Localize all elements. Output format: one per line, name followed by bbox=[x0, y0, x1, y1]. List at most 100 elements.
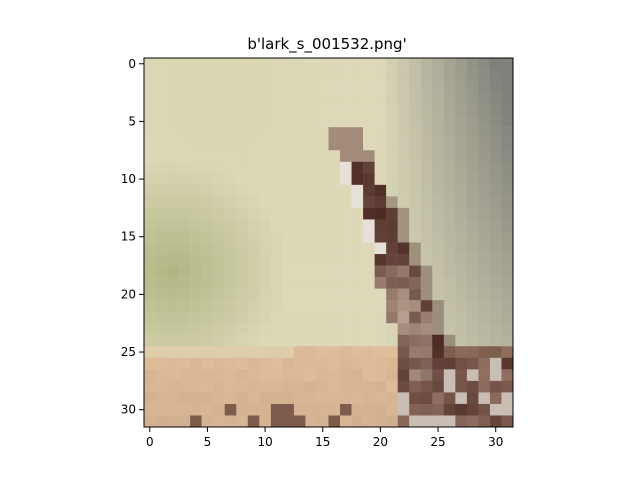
image-pixel bbox=[236, 207, 249, 220]
image-pixel bbox=[363, 288, 375, 301]
image-pixel bbox=[409, 196, 421, 209]
image-pixel bbox=[213, 346, 225, 359]
image-pixel bbox=[351, 58, 364, 70]
image-pixel bbox=[144, 58, 156, 70]
image-pixel bbox=[374, 242, 387, 255]
image-pixel bbox=[282, 207, 295, 220]
image-pixel bbox=[374, 92, 387, 105]
image-pixel bbox=[340, 196, 352, 209]
image-pixel bbox=[501, 380, 513, 393]
image-pixel bbox=[259, 196, 272, 209]
image-pixel bbox=[478, 230, 491, 243]
image-pixel bbox=[282, 173, 295, 186]
image-pixel bbox=[305, 380, 318, 393]
image-pixel bbox=[224, 219, 237, 232]
image-pixel bbox=[455, 265, 468, 278]
image-pixel bbox=[201, 104, 214, 116]
image-pixel bbox=[282, 150, 295, 163]
image-pixel bbox=[340, 369, 352, 382]
image-pixel bbox=[305, 323, 318, 335]
image-pixel bbox=[374, 196, 387, 209]
image-pixel bbox=[190, 219, 202, 232]
image-pixel bbox=[305, 92, 318, 105]
image-pixel bbox=[144, 403, 156, 416]
image-pixel bbox=[363, 219, 375, 232]
image-pixel bbox=[224, 138, 237, 151]
image-pixel bbox=[340, 58, 352, 70]
image-pixel bbox=[466, 104, 479, 116]
image-pixel bbox=[270, 254, 283, 266]
image-pixel bbox=[190, 115, 202, 128]
image-pixel bbox=[293, 81, 306, 93]
image-pixel bbox=[213, 403, 225, 416]
image-pixel bbox=[489, 150, 502, 163]
image-pixel bbox=[282, 334, 295, 347]
image-pixel bbox=[397, 219, 410, 232]
image-pixel bbox=[259, 207, 272, 220]
image-pixel bbox=[190, 127, 202, 139]
image-pixel bbox=[305, 288, 318, 301]
image-pixel bbox=[190, 323, 202, 335]
image-pixel bbox=[328, 104, 341, 116]
image-pixel bbox=[155, 127, 168, 139]
image-pixel bbox=[374, 265, 387, 278]
image-pixel bbox=[420, 334, 433, 347]
image-pixel bbox=[363, 69, 375, 82]
image-pixel bbox=[293, 288, 306, 301]
image-pixel bbox=[270, 161, 283, 174]
image-pixel bbox=[351, 184, 364, 197]
image-pixel bbox=[478, 265, 491, 278]
image-pixel bbox=[443, 138, 456, 151]
image-pixel bbox=[155, 81, 168, 93]
image-pixel bbox=[443, 369, 456, 382]
image-pixel bbox=[201, 196, 214, 209]
image-pixel bbox=[328, 207, 341, 220]
image-pixel bbox=[236, 196, 249, 209]
image-pixel bbox=[305, 138, 318, 151]
image-pixel bbox=[213, 150, 225, 163]
image-pixel bbox=[340, 346, 352, 359]
image-pixel bbox=[409, 369, 421, 382]
image-pixel bbox=[190, 58, 202, 70]
image-pixel bbox=[466, 415, 479, 427]
image-pixel bbox=[328, 81, 341, 93]
image-pixel bbox=[466, 403, 479, 416]
image-pixel bbox=[293, 254, 306, 266]
image-pixel bbox=[340, 403, 352, 416]
image-pixel bbox=[432, 58, 445, 70]
image-pixel bbox=[351, 81, 364, 93]
image-pixel bbox=[247, 161, 260, 174]
image-pixel bbox=[178, 115, 191, 128]
image-pixel bbox=[293, 265, 306, 278]
image-pixel bbox=[178, 230, 191, 243]
image-pixel bbox=[489, 380, 502, 393]
image-pixel bbox=[144, 346, 156, 359]
image-pixel bbox=[224, 150, 237, 163]
image-pixel bbox=[397, 81, 410, 93]
image-pixel bbox=[489, 323, 502, 335]
image-pixel bbox=[190, 150, 202, 163]
image-pixel bbox=[443, 196, 456, 209]
image-pixel bbox=[363, 277, 375, 289]
image-pixel bbox=[478, 150, 491, 163]
image-pixel bbox=[443, 69, 456, 82]
image-pixel bbox=[201, 230, 214, 243]
image-pixel bbox=[363, 207, 375, 220]
image-pixel bbox=[409, 311, 421, 324]
image-pixel bbox=[455, 127, 468, 139]
image-pixel bbox=[259, 415, 272, 427]
image-pixel bbox=[432, 92, 445, 105]
image-pixel bbox=[316, 242, 329, 255]
image-pixel bbox=[167, 242, 179, 255]
image-pixel bbox=[178, 127, 191, 139]
image-pixel bbox=[501, 403, 513, 416]
image-pixel bbox=[236, 300, 249, 312]
image-pixel bbox=[466, 81, 479, 93]
image-pixel bbox=[489, 346, 502, 359]
image-pixel bbox=[455, 92, 468, 105]
image-pixel bbox=[455, 161, 468, 174]
image-pixel bbox=[374, 277, 387, 289]
image-pixel bbox=[501, 184, 513, 197]
image-pixel bbox=[236, 81, 249, 93]
image-pixel bbox=[259, 311, 272, 324]
